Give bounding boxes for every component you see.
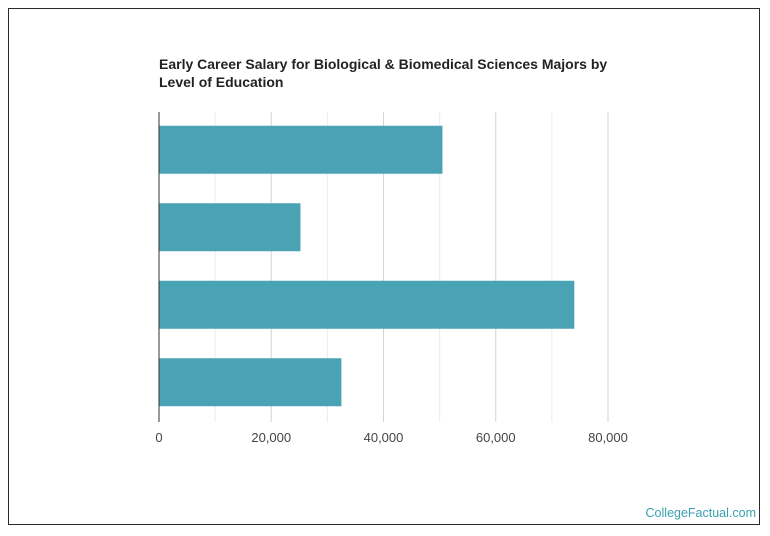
x-tick-label: 60,000 xyxy=(476,430,516,445)
bar-4 xyxy=(159,358,342,407)
bar-2 xyxy=(159,203,301,252)
bar-1 xyxy=(159,125,443,174)
bars xyxy=(159,125,575,407)
chart-title: Early Career Salary for Biological & Bio… xyxy=(159,56,608,90)
x-axis-ticks: 0 20,000 40,000 60,000 80,000 xyxy=(155,430,628,445)
bar-3 xyxy=(159,280,575,329)
x-tick-label: 40,000 xyxy=(364,430,404,445)
source-credit-link[interactable]: CollegeFactual.com xyxy=(645,506,756,520)
x-tick-label: 20,000 xyxy=(251,430,291,445)
x-tick-label: 80,000 xyxy=(588,430,628,445)
x-tick-label: 0 xyxy=(155,430,162,445)
